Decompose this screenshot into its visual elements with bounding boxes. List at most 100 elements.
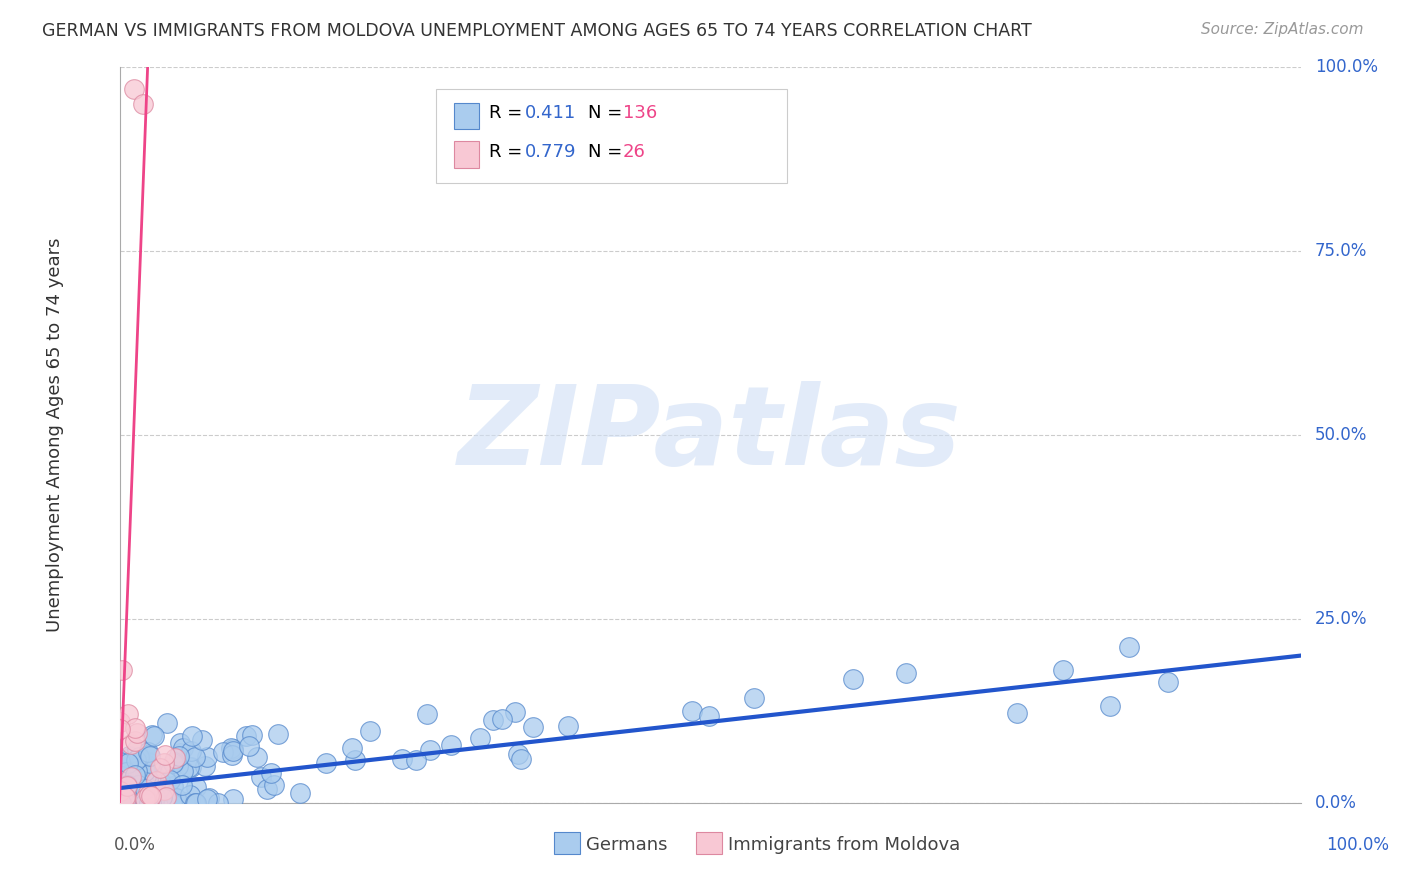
Point	[167, 759, 190, 773]
Point	[250, 770, 273, 784]
Point	[163, 756, 186, 770]
Point	[120, 749, 142, 764]
Point	[174, 795, 197, 809]
Text: R =: R =	[489, 143, 529, 161]
Point	[127, 795, 149, 809]
Point	[245, 750, 267, 764]
Point	[131, 764, 153, 779]
Point	[138, 747, 160, 762]
Point	[1098, 699, 1121, 714]
Point	[183, 796, 205, 810]
Point	[184, 750, 207, 764]
Point	[195, 791, 218, 805]
Point	[111, 771, 134, 785]
Text: 25.0%: 25.0%	[1315, 610, 1367, 628]
Point	[115, 796, 138, 810]
Point	[222, 742, 245, 756]
Point	[149, 774, 172, 789]
Point	[138, 759, 160, 773]
Point	[136, 786, 159, 800]
Text: Source: ZipAtlas.com: Source: ZipAtlas.com	[1201, 22, 1364, 37]
Point	[896, 666, 918, 681]
Point	[170, 777, 193, 791]
Point	[139, 789, 162, 803]
Point	[342, 741, 364, 756]
Point	[222, 744, 245, 758]
Text: 0.779: 0.779	[524, 143, 576, 161]
Point	[124, 793, 146, 807]
Point	[172, 741, 194, 756]
Point	[162, 779, 184, 793]
Point	[221, 741, 243, 756]
Point	[131, 764, 153, 779]
Text: R =: R =	[489, 104, 529, 122]
Point	[260, 766, 283, 780]
Point	[121, 786, 143, 800]
Point	[162, 756, 184, 770]
Point	[129, 796, 152, 810]
Point	[118, 748, 141, 763]
Point	[221, 747, 243, 762]
Text: Unemployment Among Ages 65 to 74 years: Unemployment Among Ages 65 to 74 years	[45, 237, 63, 632]
Point	[315, 756, 337, 771]
Point	[139, 796, 162, 810]
Point	[235, 730, 257, 744]
Point	[491, 712, 513, 726]
Point	[134, 764, 156, 778]
Point	[288, 786, 311, 800]
Point	[190, 732, 212, 747]
Point	[143, 770, 166, 784]
Point	[120, 737, 142, 751]
Point	[124, 767, 146, 781]
Point	[440, 738, 463, 752]
Text: N =: N =	[588, 104, 627, 122]
Point	[184, 796, 207, 810]
Point	[125, 764, 148, 778]
Point	[134, 778, 156, 792]
Point	[177, 760, 200, 774]
Point	[359, 723, 381, 738]
Point	[155, 789, 177, 804]
Point	[482, 713, 505, 727]
Point	[110, 774, 132, 789]
Point	[138, 748, 160, 763]
Point	[159, 764, 181, 779]
Point	[143, 796, 166, 810]
Point	[681, 704, 703, 718]
Point	[169, 747, 191, 761]
Point	[267, 727, 290, 741]
Text: GERMAN VS IMMIGRANTS FROM MOLDOVA UNEMPLOYMENT AMONG AGES 65 TO 74 YEARS CORRELA: GERMAN VS IMMIGRANTS FROM MOLDOVA UNEMPL…	[42, 22, 1032, 40]
Point	[1157, 674, 1180, 689]
Point	[115, 765, 138, 780]
Point	[415, 706, 437, 721]
Point	[128, 750, 150, 764]
Text: 50.0%: 50.0%	[1315, 425, 1367, 444]
Point	[163, 751, 186, 765]
Point	[152, 784, 174, 798]
Point	[468, 731, 491, 746]
Point	[697, 708, 720, 723]
Point	[180, 744, 202, 758]
Point	[405, 754, 427, 768]
Text: 100.0%: 100.0%	[1326, 836, 1389, 854]
Point	[129, 796, 152, 810]
Point	[211, 745, 233, 759]
Text: 26: 26	[623, 143, 645, 161]
Point	[152, 756, 174, 771]
Point	[181, 730, 204, 744]
Point	[138, 796, 160, 810]
Point	[391, 752, 413, 766]
Point	[141, 762, 163, 776]
Text: 136: 136	[623, 104, 657, 122]
Point	[165, 791, 187, 805]
Point	[141, 775, 163, 789]
Point	[134, 791, 156, 805]
Point	[125, 754, 148, 768]
Point	[263, 778, 285, 792]
Point	[186, 780, 208, 794]
Point	[180, 760, 202, 774]
Point	[141, 728, 163, 742]
Point	[110, 796, 132, 810]
Point	[159, 772, 181, 787]
Point	[115, 778, 138, 792]
